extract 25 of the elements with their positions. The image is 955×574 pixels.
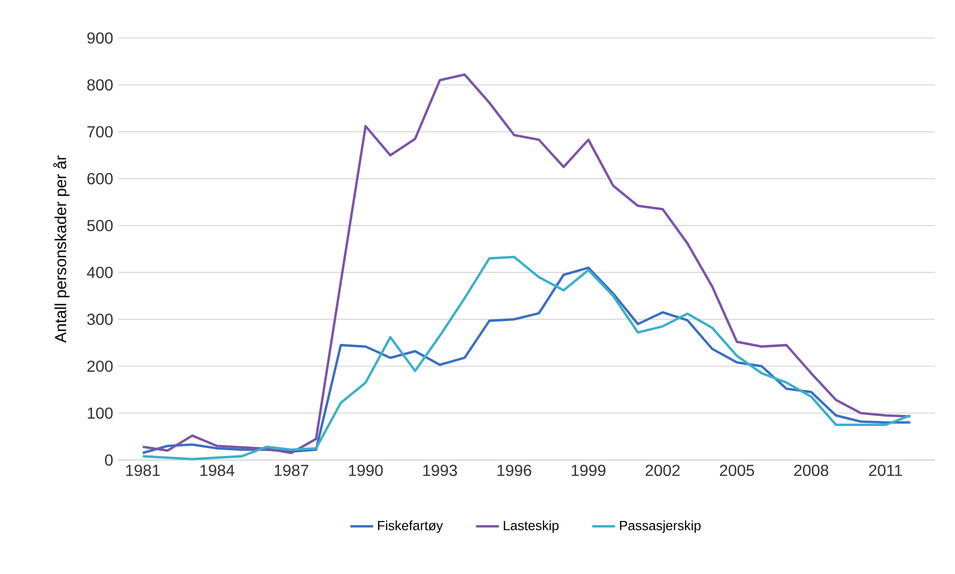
legend-label: Passasjerskip bbox=[620, 520, 701, 533]
y-tick-label: 300 bbox=[87, 314, 113, 325]
y-tick-label: 500 bbox=[87, 220, 113, 232]
x-tick-label: 2008 bbox=[794, 464, 828, 476]
y-tick-label: 100 bbox=[88, 407, 113, 419]
x-tick-label: 1981 bbox=[126, 464, 160, 476]
y-tick-label: 400 bbox=[86, 266, 113, 278]
y-axis-title: Antall personskader per år bbox=[53, 155, 70, 343]
x-tick-label: 1993 bbox=[423, 464, 457, 476]
x-tick-label: 2011 bbox=[869, 464, 902, 476]
x-tick-label: 1996 bbox=[498, 464, 532, 476]
y-tick-label: 0 bbox=[105, 454, 113, 466]
legend-label: Fiskefartøy bbox=[378, 520, 443, 533]
x-tick-label: 1984 bbox=[200, 464, 234, 476]
x-tick-label: 2005 bbox=[720, 464, 754, 476]
x-tick-label: 1987 bbox=[274, 464, 308, 476]
y-tick-label: 200 bbox=[87, 360, 113, 372]
x-tick-label: 1999 bbox=[572, 464, 606, 476]
x-tick-label: 2002 bbox=[646, 464, 680, 476]
x-tick-label: 1990 bbox=[348, 464, 383, 476]
y-tick-label: 600 bbox=[87, 173, 113, 184]
y-tick-label: 700 bbox=[87, 126, 113, 138]
y-tick-label: 800 bbox=[87, 79, 113, 91]
y-tick-label: 900 bbox=[87, 32, 113, 44]
legend-label: Lasteskip bbox=[504, 520, 559, 533]
